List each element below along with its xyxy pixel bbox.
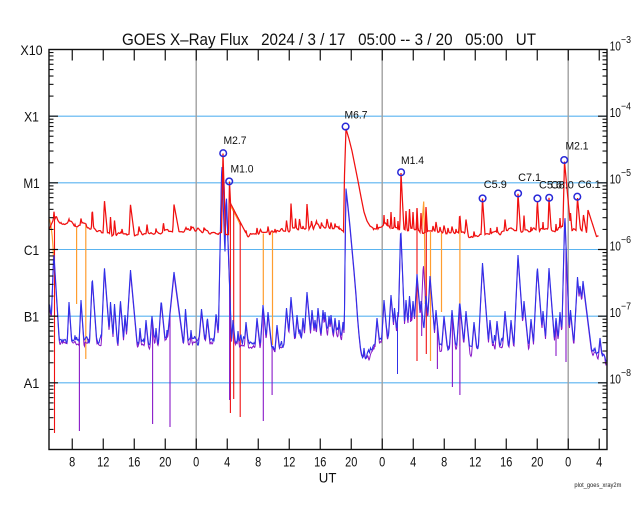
svg-text:20: 20 [345,454,358,469]
svg-text:M1: M1 [23,176,39,191]
svg-text:−8: −8 [621,368,631,379]
svg-text:10: 10 [610,373,621,387]
svg-text:10: 10 [610,306,621,320]
svg-text:M6.7: M6.7 [345,110,368,122]
svg-text:C1: C1 [24,243,39,258]
svg-text:UT: UT [319,470,337,486]
svg-text:M2.1: M2.1 [566,141,589,153]
svg-text:16: 16 [500,454,512,469]
svg-text:16: 16 [314,454,326,469]
svg-text:−6: −6 [621,235,631,246]
svg-text:M2.7: M2.7 [224,135,247,147]
svg-text:20: 20 [159,454,172,469]
svg-text:X1: X1 [24,110,39,125]
svg-text:M1.0: M1.0 [231,163,254,175]
svg-text:−7: −7 [621,302,631,313]
svg-text:0: 0 [193,454,199,469]
svg-text:−4: −4 [621,102,631,113]
svg-text:10: 10 [610,39,621,53]
svg-text:8: 8 [441,454,447,469]
svg-text:12: 12 [97,454,109,469]
svg-text:0: 0 [379,454,385,469]
svg-text:8: 8 [69,454,75,469]
svg-text:M1.4: M1.4 [401,155,424,167]
svg-text:10: 10 [610,106,621,120]
svg-text:B1: B1 [24,310,39,325]
svg-text:4: 4 [596,454,602,469]
svg-text:10: 10 [610,239,621,253]
svg-text:C5.9: C5.9 [484,179,507,191]
svg-text:12: 12 [469,454,481,469]
svg-text:20: 20 [531,454,544,469]
svg-text:plot_goes_xray2m: plot_goes_xray2m [574,482,621,489]
svg-text:X10: X10 [20,43,43,58]
svg-text:GOES X–Ray Flux 2024 / 3 / 1: GOES X–Ray Flux 2024 / 3 / 17 05:00 -- 3… [122,30,536,49]
svg-text:4: 4 [224,454,230,469]
svg-text:−3: −3 [621,35,631,46]
svg-text:−5: −5 [621,168,631,179]
svg-text:C6.1: C6.1 [578,179,601,191]
svg-text:A1: A1 [24,376,40,391]
svg-text:8: 8 [255,454,261,469]
svg-text:4: 4 [410,454,416,469]
svg-text:12: 12 [283,454,295,469]
svg-text:C8.0: C8.0 [551,179,574,191]
svg-text:16: 16 [128,454,140,469]
svg-text:10: 10 [610,173,621,187]
svg-text:C7.1: C7.1 [518,172,541,184]
svg-text:C5.6: C5.6 [539,180,562,192]
svg-text:0: 0 [565,454,571,469]
